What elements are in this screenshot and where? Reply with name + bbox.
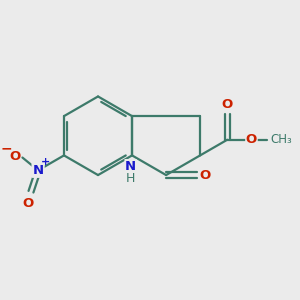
Text: N: N xyxy=(32,164,44,177)
Text: O: O xyxy=(200,169,211,182)
Text: +: + xyxy=(40,158,50,167)
Text: O: O xyxy=(246,133,257,146)
Text: O: O xyxy=(222,98,233,111)
Text: N: N xyxy=(125,160,136,173)
Text: CH₃: CH₃ xyxy=(270,133,292,146)
Text: O: O xyxy=(22,197,34,210)
Text: H: H xyxy=(126,172,135,184)
Text: O: O xyxy=(9,150,20,163)
Text: −: − xyxy=(1,141,13,155)
